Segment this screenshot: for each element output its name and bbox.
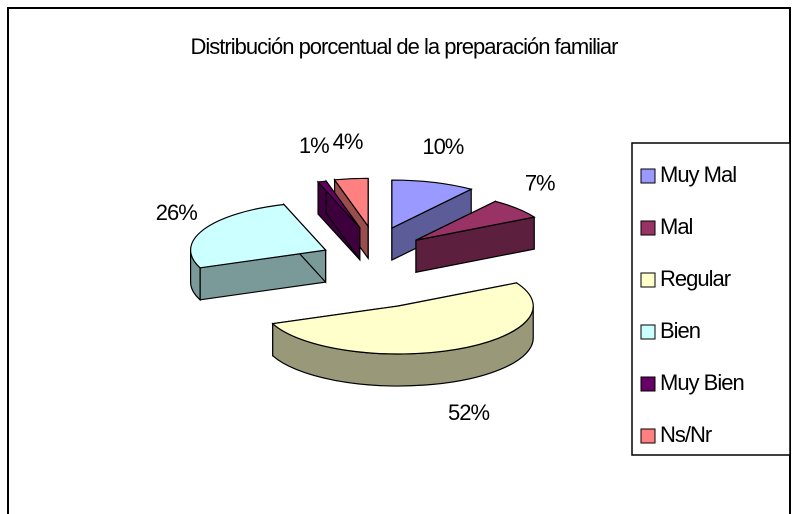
legend-swatch (640, 220, 656, 236)
legend-swatch (640, 376, 656, 392)
chart-title: Distribución porcentual de la preparació… (191, 34, 619, 59)
legend-label: Muy Bien (660, 370, 744, 395)
data-label: 4% (333, 129, 363, 154)
slice-top (333, 177, 369, 229)
legend-swatch (640, 428, 656, 444)
data-label: 26% (156, 200, 197, 225)
slice-top (415, 200, 536, 241)
legend (631, 142, 791, 456)
data-label: 52% (448, 400, 489, 425)
slice-top (271, 282, 534, 355)
legend-label: Bien (660, 318, 700, 343)
slice-top (316, 180, 361, 229)
data-label: 10% (422, 134, 463, 159)
legend-label: Mal (660, 214, 693, 239)
legend-label: Regular (660, 266, 731, 291)
data-label: 1% (299, 133, 329, 158)
legend-swatch (640, 168, 656, 184)
legend-label: Ns/Nr (660, 422, 712, 447)
legend-label: Muy Mal (660, 162, 736, 187)
data-label: 7% (525, 170, 555, 195)
legend-swatch (640, 324, 656, 340)
slice-top (391, 179, 473, 230)
slice-top (190, 203, 327, 269)
legend-swatch (640, 272, 656, 288)
